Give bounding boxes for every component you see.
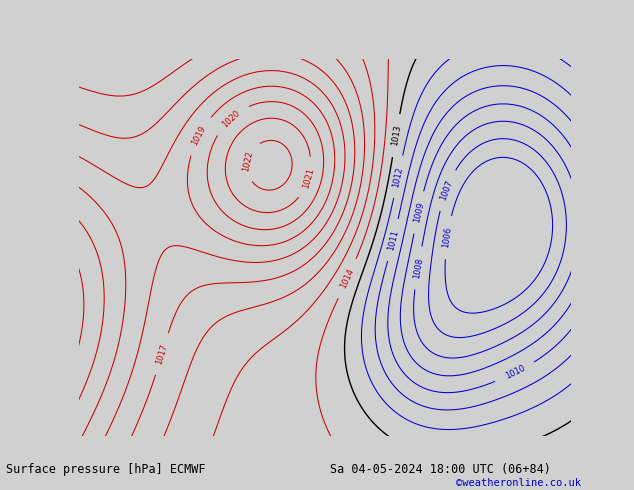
Text: 1014: 1014 xyxy=(339,267,356,290)
Text: 1013: 1013 xyxy=(390,124,402,147)
Text: Sa 04-05-2024 18:00 UTC (06+84): Sa 04-05-2024 18:00 UTC (06+84) xyxy=(330,463,550,476)
Text: 1021: 1021 xyxy=(301,167,316,190)
Text: 1020: 1020 xyxy=(220,108,242,129)
Text: 1014: 1014 xyxy=(626,440,634,461)
Text: 1011: 1011 xyxy=(386,229,400,251)
Text: 1007: 1007 xyxy=(439,178,455,201)
Text: 1009: 1009 xyxy=(412,201,425,223)
Text: 1022: 1022 xyxy=(242,149,254,172)
Text: 1022: 1022 xyxy=(21,407,38,429)
Text: Surface pressure [hPa] ECMWF: Surface pressure [hPa] ECMWF xyxy=(6,463,206,476)
Text: 1019: 1019 xyxy=(190,124,208,147)
Text: 1010: 1010 xyxy=(503,364,526,381)
Text: 1023: 1023 xyxy=(0,445,1,468)
Text: 1012: 1012 xyxy=(392,166,404,188)
Text: 1020: 1020 xyxy=(49,429,67,452)
Text: ©weatheronline.co.uk: ©weatheronline.co.uk xyxy=(456,478,581,488)
Text: 1006: 1006 xyxy=(441,226,453,248)
Text: 1018: 1018 xyxy=(84,450,101,473)
Text: 1008: 1008 xyxy=(412,257,424,279)
Text: 1017: 1017 xyxy=(155,343,169,366)
